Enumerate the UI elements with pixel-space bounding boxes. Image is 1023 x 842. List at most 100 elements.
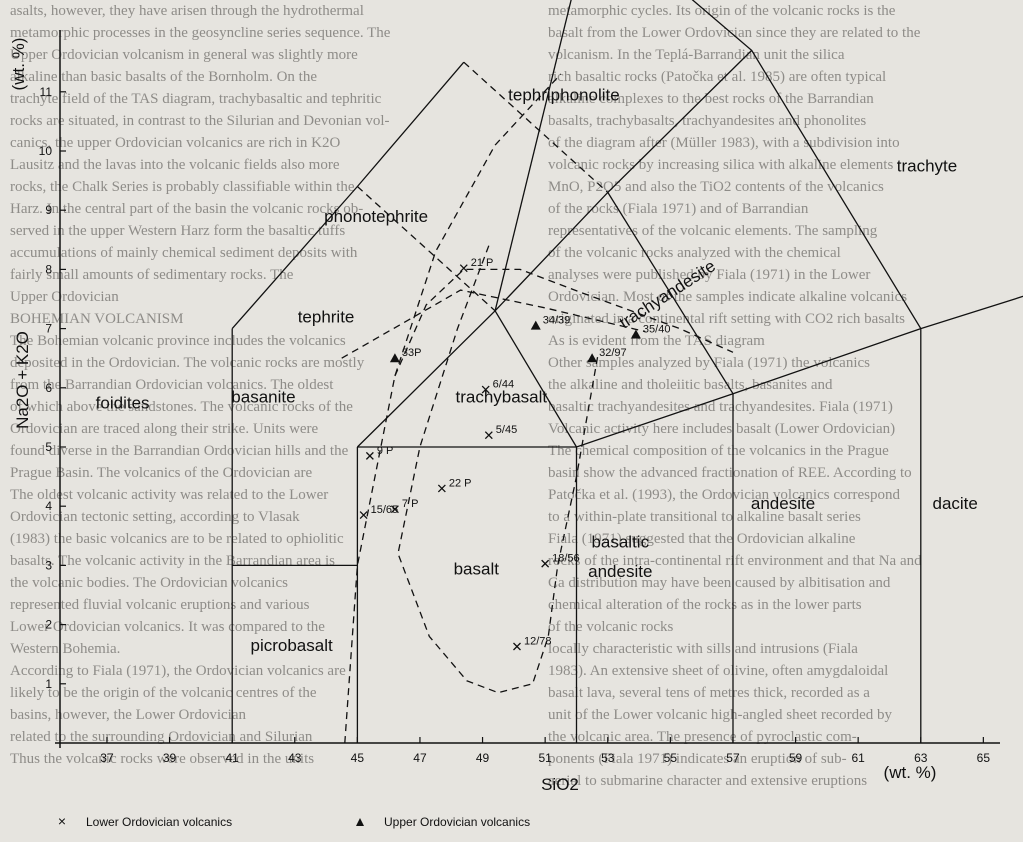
background-text-line: Lausitz and the lavas into the volcanic … (10, 157, 340, 173)
background-text-line: basaltic trachyandesites and trachyandes… (548, 399, 893, 415)
dashed-lower-ordovician-envelope (397, 245, 600, 694)
field-label: dacite (932, 494, 977, 513)
x-marker (365, 451, 374, 460)
field-label: trachyandesite (616, 256, 719, 332)
background-text-line: volcanic rocks by increasing silica with… (548, 157, 894, 173)
x-tick-label: 47 (413, 751, 427, 765)
point-label: 35/40 (643, 324, 671, 336)
background-text-line: Prague Basin. The volcanics of the Ordov… (10, 465, 313, 481)
background-text-line: locally characteristic with sills and in… (548, 641, 858, 657)
background-text-line: basins, however, the Lower Ordovician (10, 707, 246, 723)
y-ticks: 1 2 3 4 5 6 7 8 9 10 11 (39, 85, 66, 691)
trachybasalt-divider (494, 310, 578, 448)
background-text-line: (1983) the basic volcanics are to be rel… (10, 531, 344, 547)
background-text-line: analyses were published by Fiala (1971) … (548, 267, 871, 283)
field-label: phonotephrite (324, 207, 428, 226)
point-label: 22 P (449, 477, 472, 489)
background-text-line: likely to be the origin of the volcanic … (10, 685, 317, 701)
background-text-line: accumulations of mainly chemical sedimen… (10, 245, 358, 261)
background-text-line: As is evident from the TAS diagram (548, 333, 765, 349)
dashed-upper-field-envelope (394, 268, 734, 377)
background-text-line: metamorphic cycles. Its origin of the vo… (548, 3, 896, 19)
dashed-inner-envelope (341, 289, 646, 359)
x-marker (459, 264, 468, 273)
x-marker (513, 642, 521, 651)
background-text-line: Ca distribution may have been caused by … (548, 575, 891, 591)
background-text-line: Thus the volcanic rocks were observed in… (10, 751, 315, 767)
field-label: basalt (454, 559, 500, 578)
dashed-tephriphonolite-line (463, 61, 609, 193)
field-label: basaltic (591, 533, 649, 552)
legend-marker-triangle-icon (356, 818, 364, 826)
field-label: picrobasalt (251, 636, 333, 655)
background-text-line: of the volcanic rocks (548, 619, 674, 635)
field-label: foidites (96, 394, 150, 413)
field-label: basanite (231, 388, 295, 407)
x-axis-unit: (wt. %) (884, 763, 937, 782)
point-label: 18/56 (552, 553, 580, 565)
point-label: 7 P (402, 498, 419, 510)
background-text-line: served in the upper Western Harz form th… (10, 223, 346, 239)
x-marker (484, 431, 493, 440)
background-text-line: the volcanic bodies. The Ordovician volc… (10, 575, 288, 591)
background-text-line: BOHEMIAN VOLCANISM (10, 311, 184, 327)
lower-ordovician-point (459, 264, 468, 273)
background-text-line: Harz. In the central part of the basin t… (10, 201, 364, 217)
y-tick-label: 10 (39, 144, 53, 158)
background-text-line: MnO, P2O5 and also the TiO2 contents of … (548, 179, 884, 195)
background-text-line: basalt from the Lower Ordovician since t… (548, 25, 921, 41)
background-text-line: representatives of the volcanic elements… (548, 223, 878, 239)
background-text-line: the volcanic area. The presence of pyroc… (548, 729, 857, 745)
lower-ordovician-point (541, 559, 550, 568)
point-label: 33P (402, 347, 422, 359)
x-marker (437, 484, 446, 493)
x-tick-label: 43 (288, 751, 302, 765)
field-label: trachyte (897, 157, 957, 176)
background-text-line: canics, the upper Ordovician volcanics a… (10, 135, 341, 151)
dashed-alkaline-divide (344, 73, 562, 744)
trachyte-boundary (691, 0, 1023, 330)
x-tick-label: 53 (601, 751, 615, 765)
background-text-line: rich basaltic rocks (Patočka et al. 1985… (548, 69, 887, 85)
background-text-line: of which above the sandstones. The volca… (10, 399, 353, 415)
y-tick-label: 7 (45, 322, 52, 336)
lower-ordovician-point (437, 484, 446, 493)
background-text-line: represented fluvial volcanic eruptions a… (10, 597, 310, 613)
y-tick-label: 5 (45, 440, 52, 454)
x-axis-title: SiO2 (541, 775, 579, 794)
background-text-line: basalt lava, several tens of metres thic… (548, 685, 870, 701)
background-text-line: basin show the advanced fractionation of… (548, 465, 912, 481)
upper-ordovician-point (530, 320, 541, 330)
x-tick-label: 57 (726, 751, 740, 765)
y-axis-title: Na2O + K2O (13, 331, 32, 429)
background-text-line: Fiala (1971) suggested that the Ordovici… (548, 531, 856, 547)
background-text-line: Volcanic activity here includes basalt (… (548, 421, 896, 437)
background-text-line: Lower Ordovician volcanics. It was compa… (10, 619, 325, 635)
background-text-line: basalts, trachybasalts, trachyandesites … (548, 113, 867, 129)
y-tick-label: 11 (40, 85, 53, 99)
background-text-line: the alkaline and tholeiitic basalts, bas… (548, 377, 833, 393)
y-tick-label: 8 (45, 262, 52, 276)
x-tick-label: 65 (977, 751, 991, 765)
x-tick-label: 63 (914, 751, 928, 765)
background-text-line: alkaline than basic basalts of the Bornh… (10, 69, 318, 85)
x-tick-label: 45 (351, 751, 365, 765)
upper-ordovician-point (630, 329, 641, 339)
upper-ordovician-point (389, 353, 400, 363)
legend-label-upper: Upper Ordovician volcanics (384, 815, 530, 829)
background-text-line: of the diagram after (Müller 1983), with… (548, 135, 900, 151)
background-text-line: volcanism. In the Teplá-Barrandian unit … (548, 47, 845, 63)
dashed-phonotephrite-line (356, 186, 496, 312)
background-text-line: originated in a continental rift setting… (548, 311, 906, 327)
background-text-line: chemical alteration of the rocks as in t… (548, 597, 862, 613)
field-label: tephriphonolite (508, 86, 620, 105)
legend-label-lower: Lower Ordovician volcanics (86, 815, 232, 829)
background-text-line: rocks are situated, in contrast to the S… (10, 113, 390, 129)
background-text-line: aerial to submarine character and extens… (548, 773, 868, 789)
y-tick-label: 3 (45, 558, 52, 572)
point-label: 21 P (471, 257, 494, 269)
subalkaline-boundary (357, 327, 922, 448)
background-text-line: alkaline complexes to the best rocks of … (548, 91, 874, 107)
y-tick-label: 9 (45, 203, 52, 217)
background-text-right-column: metamorphic cycles. Its origin of the vo… (548, 0, 1008, 792)
